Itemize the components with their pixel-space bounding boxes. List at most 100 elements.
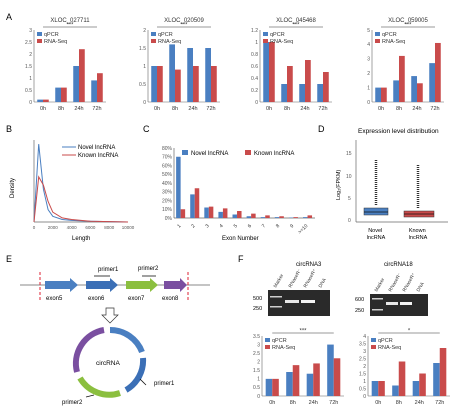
panel-b-xtick: 0 — [33, 225, 36, 230]
panel-e-exon6-arrow — [86, 278, 118, 292]
panel-a-chart-3-title: XLOC_045468 — [276, 18, 316, 24]
panel-a-chart-4-legend-label: RNA-Seq — [382, 39, 405, 45]
panel-f-chart-2-ytick: 0 — [363, 394, 366, 400]
panel-f-gel2-ladder-250: 250 — [355, 308, 364, 314]
panel-c-legend-novel-swatch — [182, 150, 188, 155]
panel-a-chart-2-bar — [151, 66, 157, 102]
panel-f-chart-1-xtick: 24h — [309, 400, 318, 406]
panel-a-chart-4-sig: *** — [404, 23, 412, 29]
panel-a-chart-1-bar — [73, 66, 79, 102]
panel-c-xtick: 7 — [261, 223, 267, 229]
panel-a-chart-2-bar — [175, 69, 181, 102]
panel-f-chart-1-ytick: 2 — [257, 360, 260, 366]
panel-a-chart-4-ytick: 4 — [367, 42, 370, 48]
panel-a-chart-4-xtick: 24h — [412, 106, 421, 112]
panel-a-chart-4-bar — [381, 87, 387, 102]
panel-a-chart-3-ytick: 0.4 — [251, 76, 258, 82]
panel-b-xlabel: Length — [72, 236, 90, 242]
panel-c-bar — [190, 194, 195, 218]
panel-f-chart-1-ytick: 3.5 — [253, 334, 260, 340]
panel-a-chart-1-ytick: 2.5 — [25, 40, 32, 46]
panel-e-exon8-label: exon8 — [162, 296, 179, 302]
panel-a-chart-2-title: XLOC_020509 — [164, 18, 204, 24]
panel-a-chart-1-sig: *** — [66, 23, 74, 29]
panel-c-exon-bar-chart: 0% 10% 20% 30% 40% 50% 60% 70% 80% 1 2 3 4 5 6 7 8 9 >=10… — [162, 146, 315, 242]
panel-letter-f: F — [238, 254, 244, 264]
panel-f-chart-2-ytick: 1.5 — [359, 371, 366, 377]
panel-f-chart-2-ytick: 4 — [363, 334, 366, 340]
panel-f-chart-1-xtick: 0h — [269, 400, 275, 406]
panel-f-chart-2-legend-label: qPCR — [378, 338, 393, 344]
panel-f-gel1-lane-label: Marker — [273, 273, 286, 289]
panel-a-chart-1-bar — [61, 87, 67, 102]
panel-d-ylabel: Log₂(FPKM) — [336, 170, 342, 200]
panel-a-chart-1-bar — [37, 99, 43, 102]
panel-f-chart-1-bar — [306, 373, 314, 396]
panel-a-chart-1-xtick: 24h — [74, 106, 83, 112]
panel-c-bar — [232, 214, 238, 218]
panel-f-chart-2-legend-swatch — [371, 338, 376, 342]
panel-a-chart-1-ytick: 3 — [29, 28, 32, 34]
panel-a-chart-1-legend-swatch — [37, 39, 42, 43]
panel-a-chart-2-legend-label: RNA-Seq — [158, 39, 181, 45]
panel-f-chart-2-ytick: 2 — [363, 364, 366, 370]
panel-a-chart-3-xtick: 24h — [300, 106, 309, 112]
panel-e-primer2-circ: primer2 — [62, 400, 83, 406]
panel-f-chart-2-bar — [392, 385, 399, 396]
panel-a-chart-1-bar — [97, 73, 103, 102]
panel-a-chart-2-sig: *** — [180, 23, 188, 29]
panel-c-bar — [222, 208, 228, 218]
panel-a-chart-1-ytick: 0 — [29, 100, 32, 106]
panel-a-chart-4-bar — [375, 87, 381, 102]
panel-a-chart-3-bar — [317, 84, 323, 102]
panel-e-circ-arc-purple — [72, 327, 105, 373]
panel-a-chart-3-bar — [305, 60, 311, 102]
panel-f-chart-2-bar — [419, 373, 426, 396]
panel-f-gel1-lane-label: RNaseR⁺ — [303, 268, 319, 289]
panel-f-chart-2-ytick: 3.5 — [359, 341, 366, 347]
panel-f-chart-2-xtick: 72h — [435, 400, 444, 406]
panel-a-chart-2-ytick: 0 — [143, 100, 146, 106]
panel-f-chart-2-ytick: 0.5 — [359, 386, 366, 392]
panel-c-bar — [218, 211, 223, 218]
panel-a-chart-3-sig: *** — [292, 23, 300, 29]
panel-f-gel2-band — [386, 302, 398, 305]
panel-d-cat-novel: Novel lncRNA — [367, 228, 386, 241]
panel-c-bar — [237, 211, 242, 218]
panel-a-chart-2-bar — [169, 44, 175, 102]
panel-a-chart-4-bar — [429, 63, 435, 102]
panel-c-bars — [176, 156, 313, 218]
panel-a-chart-1-bar — [43, 99, 49, 102]
panel-f-chart-1-bar — [265, 378, 273, 396]
panel-c-ytick: 20% — [162, 198, 173, 204]
panel-a-chart-4-legend-label: qPCR — [382, 32, 397, 38]
panel-f-gel2-lane-label: RNaseR⁻ — [388, 272, 404, 293]
panel-f-chart-1-bar — [292, 365, 300, 396]
panel-a-chart-4-ytick: 2 — [367, 71, 370, 77]
panel-c-xtick: 2 — [190, 223, 196, 229]
panel-c-bar — [279, 216, 284, 218]
panel-c-ytick: 10% — [162, 207, 173, 213]
panel-f-chart-1-bar — [333, 358, 341, 396]
panel-e-circrna-diagram: exon5 exon6 exon7 exon8 primer1 primer2 … — [20, 266, 210, 406]
panel-e-primer2-top: primer2 — [138, 266, 159, 272]
panel-a-chart-1-xtick: 8h — [58, 106, 64, 112]
panel-e-primer1-circ-arrow — [139, 378, 147, 386]
panel-a-chart-3-xtick: 0h — [266, 106, 272, 112]
panel-c-bar — [204, 207, 209, 218]
panel-c-ytick: 50% — [162, 172, 173, 178]
panel-a-chart-4-xtick: 0h — [378, 106, 384, 112]
panel-f-chart-2-ytick: 2.5 — [359, 356, 366, 362]
panel-f-chart-1-bar — [272, 378, 279, 396]
panel-c-xtick: 1 — [176, 223, 182, 229]
panel-c-bar — [176, 156, 181, 218]
panel-e-circ-arc-green — [77, 376, 121, 398]
panel-a-chart-3-bar — [263, 42, 269, 102]
panel-c-ytick: 80% — [162, 146, 173, 152]
panel-a-chart-3-bar — [323, 72, 329, 102]
panel-a-chart-2-ytick: 2 — [143, 28, 146, 34]
panel-f-chart-2-xtick: 8h — [396, 400, 402, 406]
panel-c-ytick: 70% — [162, 155, 173, 161]
panel-a-chart-1-bar — [91, 80, 97, 102]
panel-c-bar — [194, 188, 200, 218]
